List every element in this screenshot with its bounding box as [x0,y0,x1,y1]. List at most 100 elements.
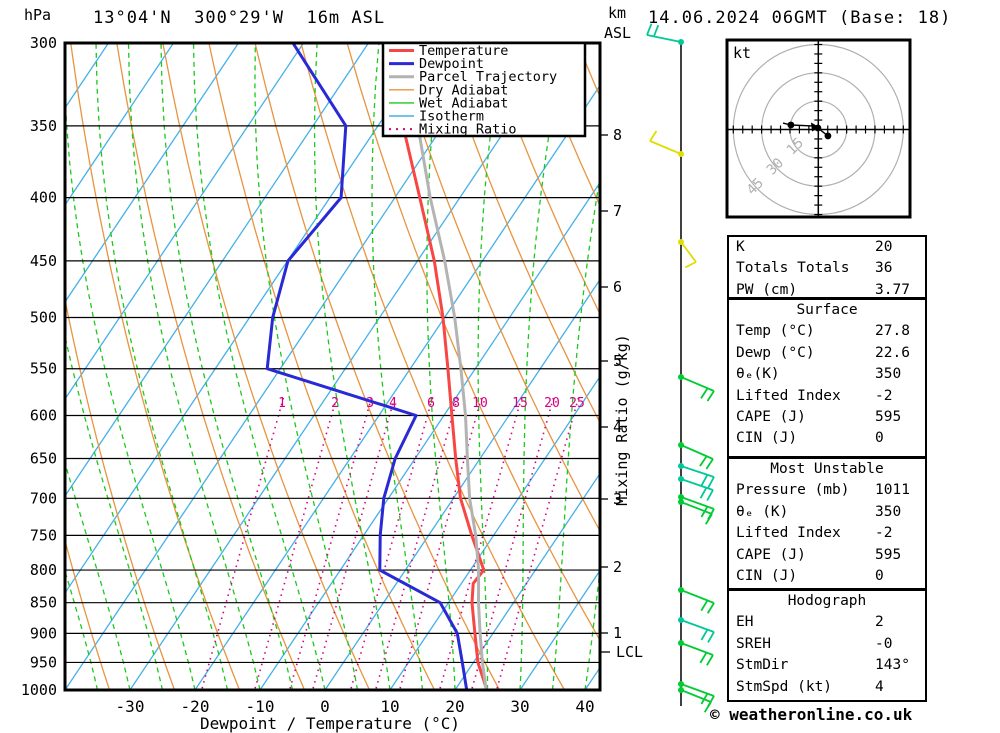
stat-value: 0 [875,430,884,447]
stat-value: 595 [875,546,902,563]
most-unstable-table: Most Unstable Pressure (mb) 1011 θₑ (K) 350 L… [727,457,927,590]
table-header: Hodograph [787,593,867,609]
mixing-ratio-line [495,397,580,690]
table-row: PW (cm) 3.77 [729,280,925,301]
altitude-unit-label: km [608,4,627,22]
sounding-curves [265,43,490,690]
hodograph-ring-label: 15 [784,135,807,158]
temp-tick-label: 30 [510,697,529,716]
isotherm-line [519,569,600,690]
plot-border [63,41,602,692]
stat-label: Lifted Index [736,525,841,542]
temp-tick-label: -20 [181,697,210,716]
mixing-ratio-label: 2 [331,396,339,411]
stat-value: 22.6 [875,344,910,361]
stat-value: 0 [875,567,884,584]
hodograph-table: Hodograph EH 2 SREH -0 StmDir 143° StmSpd (kt) 4 [727,589,927,702]
isotherm-line [129,43,565,690]
wind-barb [678,442,714,470]
stat-label: θₑ (K) [736,503,789,520]
wet-adiabat-line [477,43,504,690]
pressure-labels: 300 350 400 450 500 550 600 650 700 750 800 850 900 9… [21,34,57,699]
table-row: Totals Totals 36 [729,258,925,279]
isotherm-line [194,84,600,690]
km-tick-label: 7 [613,202,622,220]
temp-tick-labels: -30 -20 -10 0 10 20 30 40 Dewpoint / Temperature… [116,697,595,733]
isotherm-line [65,43,305,401]
km-tick-label: 3 [613,490,622,508]
mixing-ratio-label: 6 [427,396,435,411]
pressure-tick-label: 300 [30,34,57,52]
wet-adiabat-line [254,43,359,690]
legend-box [381,41,587,138]
mixing-ratio-label: 10 [472,396,488,411]
km-tick-label: 4 [613,418,622,436]
table-row: Temp (°C) 27.8 [729,321,925,342]
dry-adiabat-line [65,538,111,690]
legend-label: Parcel Trajectory [419,69,557,85]
dry-adiabat-line [392,43,600,533]
km-tick-label: 1 [613,624,622,642]
table-row: K 20 [729,237,925,258]
mixing-ratio-line [470,397,555,690]
wind-barb [678,681,715,707]
wind-barb [678,499,713,525]
stat-value: 27.8 [875,323,910,340]
table-row: CAPE (J) 595 [729,407,925,428]
table-row: Dewp (°C) 22.6 [729,343,925,364]
stat-label: Lifted Index [736,387,841,404]
stat-value: 3.77 [875,281,910,298]
wind-barb [678,239,697,269]
table-row: SREH -0 [729,634,925,655]
mixing-ratio-label: 20 [544,396,560,411]
km-tick-label: 8 [613,126,622,144]
wind-barb [649,130,684,157]
table-row: Lifted Index -2 [729,523,925,544]
mixing-ratio-line [253,397,338,690]
table-row: CAPE (J) 595 [729,545,925,566]
mixing-ratio-label: 8 [452,396,460,411]
stat-label: Temp (°C) [736,323,815,340]
wind-barb-column [646,23,715,713]
legend-label: Mixing Ratio [419,122,517,138]
km-tick-label: 2 [613,558,622,576]
table-row: Lifted Index -2 [729,386,925,407]
stat-label: StmDir [736,657,789,674]
mixing-ratio-label: 1 [278,396,286,411]
wind-barb [646,23,684,45]
mixing-ratio-line [200,397,285,690]
wind-barb [678,587,715,614]
stat-label: PW (cm) [736,281,798,298]
wet-adiabat-line [519,43,565,690]
x-axis-title: Dewpoint / Temperature (°C) [200,714,460,733]
km-axis: 1 2 3 4 5 6 7 8 LCL Mixing Ratio (g/kg) [600,126,643,661]
pressure-tick-label: 600 [30,406,57,424]
stat-label: θₑ(K) [736,366,780,383]
temp-tick-label: 20 [445,697,464,716]
isotherm-line [65,43,500,690]
pressure-tick-label: 850 [30,594,57,612]
temp-tick-label: -10 [246,697,275,716]
mixing-ratio-line [311,397,396,690]
stat-value: 20 [875,239,893,255]
stat-label: Pressure (mb) [736,482,850,499]
table-row: EH 2 [729,612,925,633]
stat-label: Totals Totals [736,260,850,277]
wet-adiabat-line [371,43,424,690]
temp-tick-label: 0 [320,697,330,716]
stat-label: CIN (J) [736,430,798,447]
wind-barb [678,476,714,501]
isotherm-line [454,472,600,690]
wind-barb [678,374,715,402]
pressure-tick-label: 400 [30,189,57,207]
pressure-tick-label: 500 [30,309,57,327]
table-row: θₑ(K) 350 [729,364,925,385]
wind-barb [678,640,714,666]
isotherm-line [324,278,600,690]
altitude-ref-label: ASL [604,24,632,42]
stat-label: Dewp (°C) [736,344,815,361]
parcel-trajectory-curve [416,125,489,690]
table-row: CIN (J) 0 [729,566,925,587]
